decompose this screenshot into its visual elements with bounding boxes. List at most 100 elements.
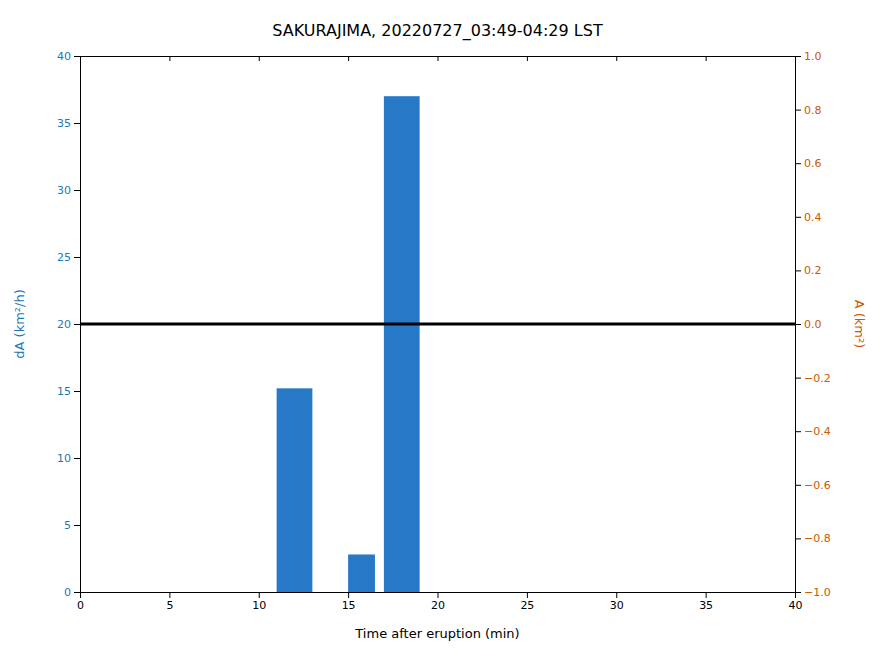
- tick-label: −0.2: [804, 372, 831, 385]
- axis-line: [74, 57, 81, 593]
- tick-label: −0.6: [804, 479, 831, 492]
- tick-label: −0.4: [804, 425, 831, 438]
- plot: 05101520253035400510152025303540−1.0−0.8…: [57, 50, 831, 612]
- tick-label: 25: [520, 599, 534, 612]
- tick: [527, 56, 528, 61]
- tick-label: 20: [431, 599, 445, 612]
- tick: 40: [789, 592, 803, 612]
- tick-mark: [795, 324, 801, 325]
- tick: −1.0: [795, 586, 831, 599]
- tick-mark: [169, 592, 170, 598]
- tick-mark: [616, 56, 617, 61]
- tick: 15: [57, 385, 80, 398]
- tick-label: 30: [57, 184, 71, 197]
- bar: [348, 554, 375, 592]
- tick-label: 0: [64, 586, 71, 599]
- tick-mark: [259, 56, 260, 61]
- tick-mark: [74, 123, 80, 124]
- tick: 30: [57, 184, 80, 197]
- tick-mark: [795, 56, 801, 57]
- tick: 15: [342, 592, 356, 612]
- tick: 40: [57, 50, 80, 63]
- tick-label: 10: [252, 599, 266, 612]
- bars: [277, 96, 420, 592]
- reference-line: [80, 323, 795, 326]
- tick-mark: [348, 592, 349, 598]
- tick-mark: [169, 56, 170, 61]
- tick-mark: [348, 56, 349, 61]
- tick-label: 10: [57, 452, 71, 465]
- axis-line: [81, 593, 796, 599]
- tick-mark: [74, 525, 80, 526]
- title: SAKURAJIMA, 20220727_03:49-04:29 LST: [272, 21, 603, 41]
- tick-mark: [795, 217, 801, 218]
- tick-mark: [438, 56, 439, 61]
- tick-label: 35: [57, 117, 71, 130]
- tick: [169, 56, 170, 61]
- tick: −0.8: [795, 532, 831, 545]
- tick: [706, 56, 707, 61]
- tick-label: 15: [57, 385, 71, 398]
- tick: 5: [64, 519, 80, 532]
- tick-label: 5: [64, 519, 71, 532]
- tick: 0.4: [795, 211, 822, 224]
- tick-mark: [795, 592, 801, 593]
- tick-mark: [74, 324, 80, 325]
- tick: 0.2: [795, 264, 822, 277]
- tick-label: 25: [57, 251, 71, 264]
- tick-mark: [706, 592, 707, 598]
- y2-axis-title: A (km²): [852, 300, 867, 349]
- tick: [348, 56, 349, 61]
- tick-label: −0.8: [804, 532, 831, 545]
- tick-mark: [74, 190, 80, 191]
- tick-mark: [74, 257, 80, 258]
- tick-mark: [795, 485, 801, 486]
- tick-label: 35: [699, 599, 713, 612]
- tick: 10: [252, 592, 266, 612]
- tick-label: 40: [789, 599, 803, 612]
- axis-line: [796, 57, 802, 593]
- tick-label: 0.2: [804, 264, 822, 277]
- tick-mark: [795, 270, 801, 271]
- tick-mark: [616, 592, 617, 598]
- tick-label: −1.0: [804, 586, 831, 599]
- tick-mark: [706, 56, 707, 61]
- tick: [438, 56, 439, 61]
- tick: 35: [57, 117, 80, 130]
- y-axis-title: dA (km²/h): [12, 289, 27, 358]
- marks: [80, 96, 795, 592]
- tick: 10: [57, 452, 80, 465]
- tick: 35: [699, 592, 713, 612]
- y2-axis: −1.0 −0.8 −0.6 −0.4 −0.2 0.0 0.2 0.4 0.6 0.8 1.0: [795, 50, 831, 599]
- tick-label: 0.8: [804, 104, 822, 117]
- tick-mark: [795, 163, 801, 164]
- tick-label: 15: [342, 599, 356, 612]
- tick: 1.0: [795, 50, 822, 63]
- tick: 0: [77, 592, 84, 612]
- chart: 05101520253035400510152025303540−1.0−0.8…: [0, 0, 875, 656]
- tick: 0: [64, 586, 80, 599]
- tick: 0.0: [795, 318, 822, 331]
- tick-mark: [74, 56, 80, 57]
- tick-label: 0.4: [804, 211, 822, 224]
- tick-mark: [74, 458, 80, 459]
- tick-mark: [74, 391, 80, 392]
- tick-label: 0.6: [804, 157, 822, 170]
- tick-mark: [795, 431, 801, 432]
- tick: −0.4: [795, 425, 831, 438]
- tick: 25: [520, 592, 534, 612]
- y-axis: 0 5 10 15 20 25 30 35 40: [57, 50, 81, 599]
- tick: 30: [610, 592, 624, 612]
- tick-label: 40: [57, 50, 71, 63]
- tick-label: 5: [166, 599, 173, 612]
- tick: 25: [57, 251, 80, 264]
- tick: 20: [57, 318, 80, 331]
- tick-mark: [795, 538, 801, 539]
- x-axis-top: [81, 56, 796, 61]
- tick-mark: [795, 110, 801, 111]
- tick-label: 30: [610, 599, 624, 612]
- tick-mark: [259, 592, 260, 598]
- tick-mark: [795, 378, 801, 379]
- tick: 5: [166, 592, 173, 612]
- tick-label: 1.0: [804, 50, 822, 63]
